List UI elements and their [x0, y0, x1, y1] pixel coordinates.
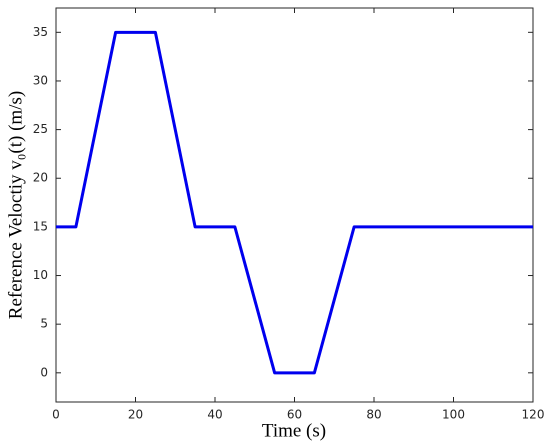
- plot-area: [55, 7, 534, 403]
- y-tick-label: 15: [33, 219, 48, 233]
- x-tick-label: 40: [207, 408, 222, 422]
- x-tick-label: 0: [52, 408, 60, 422]
- y-axis-label: Reference Veloctiy v₀(t) (m/s): [5, 91, 26, 319]
- x-tick-label: 120: [522, 408, 545, 422]
- x-axis-label: Time (s): [262, 420, 326, 441]
- x-tick-label: 60: [287, 408, 302, 422]
- data-line: [56, 30, 533, 375]
- y-tick-label: 30: [33, 73, 48, 87]
- y-tick-label: 5: [40, 317, 48, 331]
- x-tick-label: 20: [128, 408, 143, 422]
- y-tick-label: 20: [33, 171, 48, 185]
- y-tick-label: 25: [33, 122, 48, 136]
- y-tick-label: 35: [33, 25, 48, 39]
- y-tick-label: 10: [33, 268, 48, 282]
- x-tick-label: 80: [366, 408, 381, 422]
- x-tick-label: 100: [442, 408, 465, 422]
- y-tick-label: 0: [40, 365, 48, 379]
